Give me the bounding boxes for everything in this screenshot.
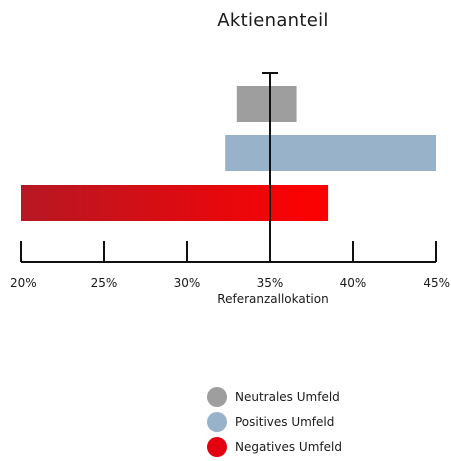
legend-item-neutral: Neutrales Umfeld (207, 386, 342, 407)
x-tick-label: 35% (257, 276, 284, 290)
legend-label-neutral: Neutrales Umfeld (235, 389, 340, 404)
legend-swatch-negative (207, 436, 227, 457)
legend-item-positive: Positives Umfeld (207, 411, 342, 432)
x-tick-label: 45% (423, 276, 450, 290)
x-tick-label: 30% (174, 276, 201, 290)
x-tick-label: 40% (340, 276, 367, 290)
x-tick-label: 20% (10, 276, 37, 290)
x-axis-label: Referanzallokation (217, 292, 329, 306)
legend: Neutrales Umfeld Positives Umfeld Negati… (207, 386, 342, 461)
x-tick-label: 25% (91, 276, 118, 290)
bar-positive (225, 135, 436, 171)
legend-swatch-positive (207, 411, 227, 432)
legend-label-negative: Negatives Umfeld (235, 439, 342, 454)
bar-negative (21, 185, 329, 221)
legend-item-negative: Negatives Umfeld (207, 436, 342, 457)
bar-neutral (236, 86, 297, 122)
chart-title: Aktienanteil (217, 10, 329, 31)
legend-swatch-neutral (207, 386, 227, 407)
legend-label-positive: Positives Umfeld (235, 414, 335, 429)
